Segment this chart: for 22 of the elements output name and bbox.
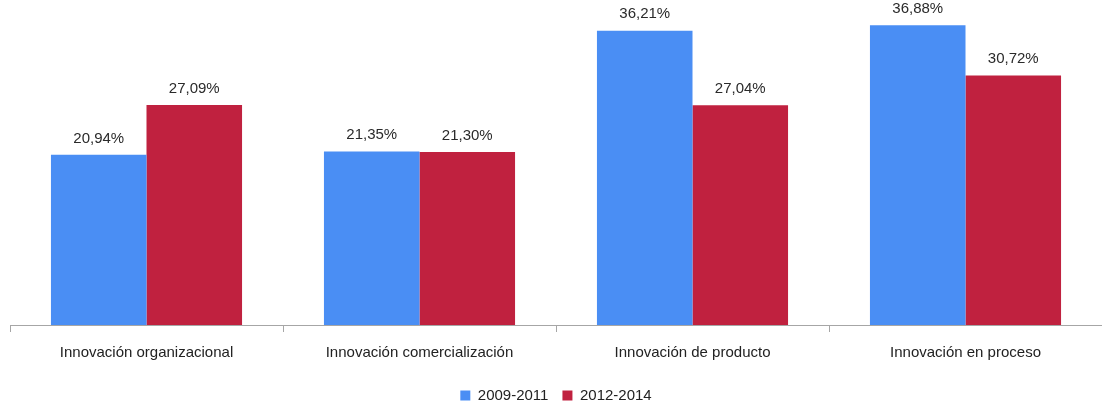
bar — [596, 30, 693, 325]
x-tick-label: Innovación de producto — [614, 343, 771, 361]
data-label: 21,30% — [441, 125, 493, 143]
bar — [869, 25, 966, 325]
bar — [692, 105, 789, 325]
bar — [965, 75, 1062, 325]
bar — [50, 154, 147, 325]
bar — [323, 151, 420, 325]
x-tick-label: Innovación organizacional — [59, 343, 234, 361]
data-label: 36,88% — [892, 0, 944, 16]
bar — [419, 151, 516, 325]
data-label: 21,35% — [346, 125, 398, 143]
data-label: 30,72% — [987, 49, 1039, 67]
data-label: 36,21% — [619, 4, 671, 22]
legend-label: 2009-2011 — [477, 385, 549, 403]
data-label: 27,09% — [168, 78, 220, 96]
data-label: 20,94% — [73, 128, 125, 146]
x-tick-label: Innovación en proceso — [890, 343, 1041, 361]
x-tick-label: Innovación comercialización — [325, 343, 514, 361]
bar — [146, 104, 243, 325]
data-label: 27,04% — [714, 78, 766, 96]
legend-label: 2012-2014 — [579, 385, 652, 403]
